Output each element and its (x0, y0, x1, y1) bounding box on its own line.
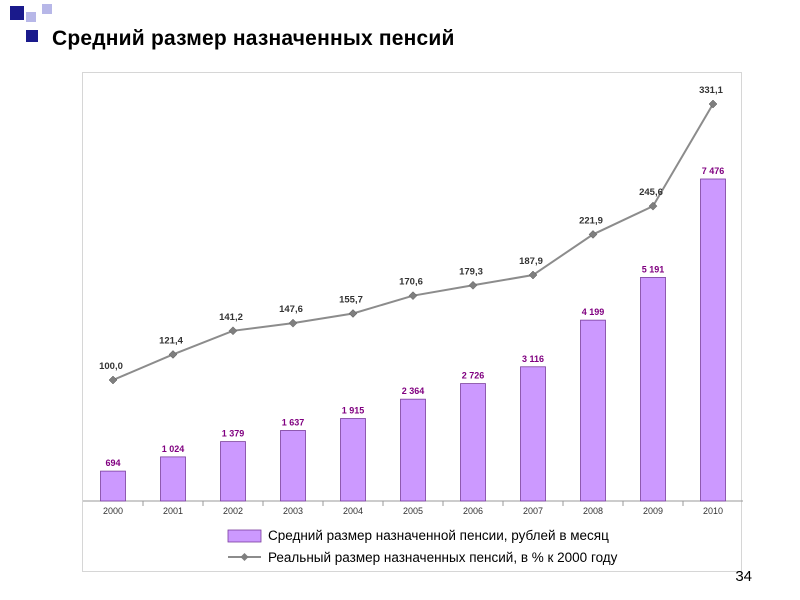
x-tick-label-2000: 2000 (103, 506, 123, 516)
line-point-2009 (648, 201, 658, 211)
corner-square-light (26, 12, 36, 22)
corner-square-light (42, 4, 52, 14)
bar-2009 (640, 277, 666, 502)
line-point-2004 (348, 309, 358, 318)
line-point-2010 (708, 99, 718, 109)
line-label-2007: 187,9 (519, 256, 543, 267)
bar-2010 (700, 178, 726, 502)
x-tick-label-2008: 2008 (583, 506, 603, 516)
bar-label-2008: 4 199 (582, 307, 605, 317)
line-label-2000: 100,0 (99, 361, 123, 372)
line-label-2009: 245,6 (639, 187, 663, 198)
corner-square-dark (26, 30, 38, 42)
bar-label-2007: 3 116 (522, 354, 544, 364)
bar-label-2002: 1 379 (222, 429, 245, 439)
line-label-2008: 221,9 (579, 215, 603, 226)
line-label-2005: 170,6 (399, 277, 423, 288)
bar-2000 (100, 470, 126, 502)
x-tick-label-2010: 2010 (703, 506, 723, 516)
x-tick-label-2002: 2002 (223, 506, 243, 516)
bar-label-2009: 5 191 (642, 264, 665, 274)
legend-line-label: Реальный размер назначенных пенсий, в % … (268, 550, 618, 565)
x-tick-label-2007: 2007 (523, 506, 543, 516)
line-label-2001: 121,4 (159, 335, 183, 346)
legend-bar-swatch (227, 529, 262, 543)
chart-frame: 694 1 024 1 379 1 637 1 915 2 364 2 726 3 116 4 … (82, 72, 743, 572)
line-label-2004: 155,7 (339, 294, 363, 305)
bar-label-2001: 1 024 (162, 444, 185, 454)
x-tick-label-2003: 2003 (283, 506, 303, 516)
slide-title: Средний размер назначенных пенсий (52, 27, 455, 50)
pension-chart: 694 1 024 1 379 1 637 1 915 2 364 2 726 3 116 4 … (83, 85, 743, 565)
line-label-2010: 331,1 (699, 85, 723, 96)
line-label-2002: 141,2 (219, 312, 243, 323)
line-point-2003 (288, 318, 298, 328)
bar-2005 (400, 398, 426, 502)
bar-label-2003: 1 637 (282, 417, 305, 427)
bar-2006 (460, 383, 486, 502)
page-number: 34 (735, 568, 752, 585)
line-point-2001 (168, 350, 178, 359)
x-tick-label-2005: 2005 (403, 506, 423, 516)
line-point-2002 (228, 326, 238, 336)
bar-2007 (520, 366, 546, 502)
line-point-2006 (468, 280, 478, 290)
line-point-2000 (108, 375, 118, 385)
legend-line-marker (240, 553, 249, 561)
bar-2002 (220, 441, 246, 502)
bar-label-2005: 2 364 (402, 386, 425, 396)
corner-square-dark (10, 6, 24, 20)
bar-label-2010: 7 476 (702, 166, 725, 176)
bar-2001 (160, 456, 186, 502)
line-point-2005 (408, 291, 418, 301)
line-series (112, 103, 714, 381)
line-point-2007 (528, 270, 538, 280)
bar-label-2000: 694 (105, 458, 120, 468)
x-tick-label-2006: 2006 (463, 506, 483, 516)
line-label-2006: 179,3 (459, 266, 483, 277)
bar-2003 (280, 430, 306, 502)
bar-label-2006: 2 726 (462, 371, 485, 381)
x-tick-label-2009: 2009 (643, 506, 663, 516)
x-tick-label-2004: 2004 (343, 506, 363, 516)
bar-2008 (580, 319, 606, 502)
legend-bar-label: Средний размер назначенной пенсии, рубле… (268, 528, 609, 543)
bar-2004 (340, 418, 366, 502)
line-point-2008 (588, 230, 598, 239)
line-label-2003: 147,6 (279, 304, 303, 315)
x-tick-label-2001: 2001 (163, 506, 183, 516)
bar-label-2004: 1 915 (342, 406, 365, 416)
corner-decoration (0, 0, 70, 50)
